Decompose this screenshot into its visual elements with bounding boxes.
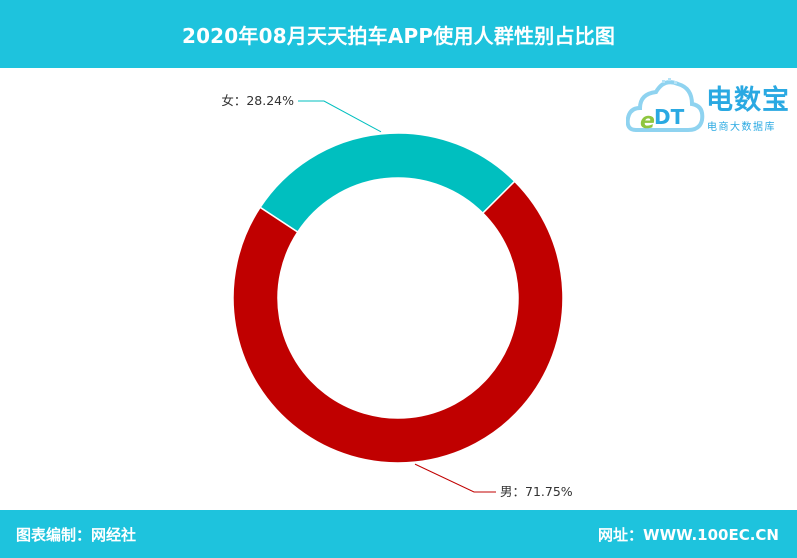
edt-logo: e DT 电数宝 电商大数据库 [626, 74, 792, 138]
data-label-male: 男：71.75% [500, 484, 573, 499]
donut-slice-female [259, 132, 516, 234]
cloud-icon: e DT [626, 78, 705, 134]
logo-brand: 电数宝 [706, 85, 790, 116]
logo-mark-e: e [640, 109, 655, 134]
footer-website: 网址：WWW.100EC.CN [598, 526, 779, 544]
data-label-female: 女：28.24% [221, 93, 294, 108]
leader-line-female [298, 100, 382, 133]
logo-mark-dt: DT [654, 105, 685, 129]
chart-title: 2020年08月天天拍车APP使用人群性别占比图 [181, 23, 616, 48]
logo-subtitle: 电商大数据库 [707, 122, 776, 133]
leader-line-male [414, 463, 496, 493]
donut-chart: 女：28.24% 男：71.75% [221, 93, 573, 499]
footer-source: 图表编制：网经社 [16, 526, 137, 544]
chart-header: 2020年08月天天拍车APP使用人群性别占比图 [0, 0, 797, 68]
donut-slice-male [232, 180, 564, 464]
chart-footer: 图表编制：网经社 网址：WWW.100EC.CN [0, 510, 797, 558]
